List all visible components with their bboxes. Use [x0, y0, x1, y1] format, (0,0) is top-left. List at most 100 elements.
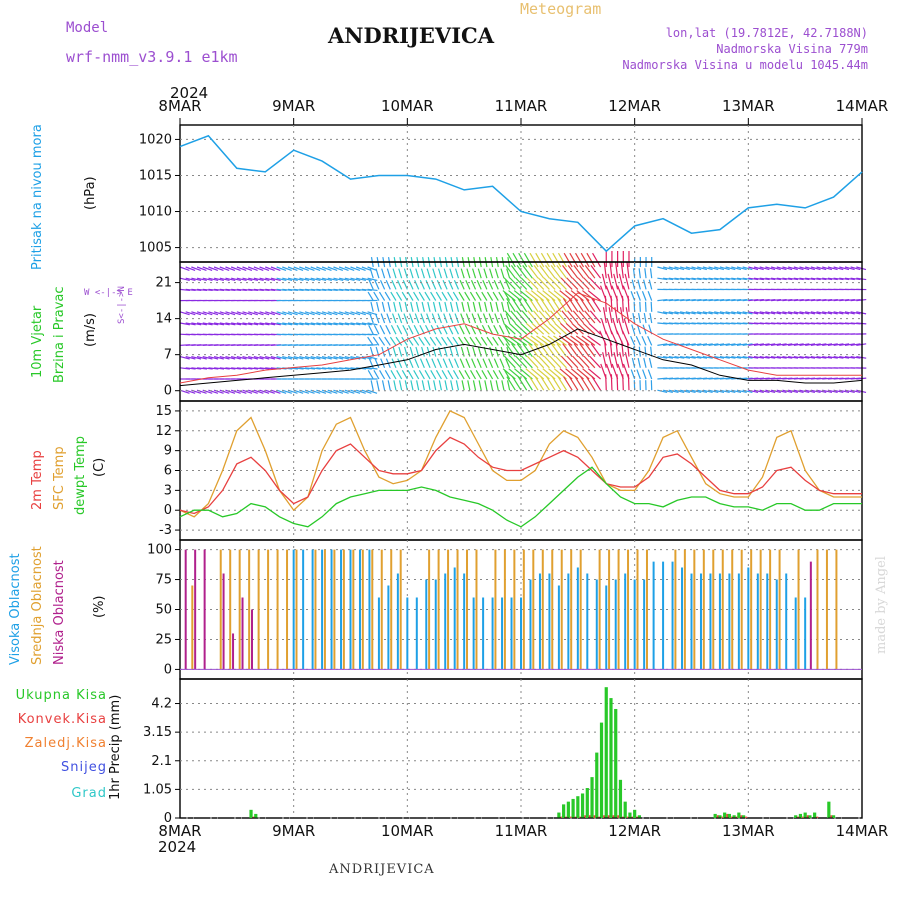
wind-vector: [567, 265, 579, 279]
wind-vector: [367, 322, 378, 326]
wind-vector: [344, 389, 355, 394]
wind-vector: [577, 355, 590, 369]
wind-vector: [185, 311, 196, 316]
wind-vector: [469, 336, 477, 346]
wind-vector: [444, 301, 448, 312]
wind-vector: [413, 291, 420, 301]
wind-vector: [419, 325, 425, 335]
wind-vector: [527, 265, 539, 279]
wind-vector: [435, 370, 442, 380]
wind-vector: [458, 370, 465, 380]
wind-vector: [668, 356, 679, 359]
wind-vector: [517, 298, 528, 313]
wind-vector: [449, 268, 454, 279]
wind-vector: [493, 325, 499, 335]
wind-vector: [293, 356, 304, 360]
wind-vector: [381, 301, 386, 312]
wind-vector: [590, 343, 602, 357]
wind-vector: [487, 370, 494, 380]
wind-vector: [270, 356, 281, 360]
bottom-time-tick-label: 8MAR: [158, 822, 201, 840]
wind-vector: [185, 266, 196, 271]
wind-vector: [753, 277, 765, 281]
wind-vector: [390, 325, 397, 335]
wind-vector: [367, 370, 374, 380]
tick-label-precip: 4.2: [151, 697, 172, 712]
wind-vector: [550, 310, 562, 324]
wind-vector: [668, 266, 679, 271]
precip-total-bar: [808, 815, 812, 818]
wind-vector: [613, 273, 619, 290]
precip-total-bar: [718, 815, 722, 818]
top-time-tick-label: 8MAR: [158, 97, 201, 115]
wind-vector: [753, 343, 764, 346]
wind-vector: [379, 370, 386, 380]
wind-vector: [398, 268, 403, 279]
wind-vector: [441, 336, 448, 346]
wind-vector: [387, 380, 391, 391]
precip-conv-bar: [574, 816, 577, 818]
wind-vector: [441, 370, 448, 380]
wind-vector: [270, 266, 281, 271]
wind-vector: [191, 266, 201, 271]
wind-vector: [339, 367, 350, 370]
wind-vector: [566, 355, 579, 369]
wind-vector: [504, 370, 511, 380]
precip-conv-bar: [716, 815, 719, 818]
precip-total-bar: [727, 813, 731, 818]
precip-conv-bar: [588, 815, 591, 818]
wind-vector: [844, 356, 855, 359]
wind-vector: [202, 277, 213, 282]
wind-vector: [610, 295, 613, 312]
wind-vector: [560, 322, 573, 335]
wind-vector: [467, 380, 471, 391]
wind-vector: [589, 277, 601, 290]
wind-vector: [719, 343, 730, 346]
precip-legend-conv: Konvek.Kisa: [17, 712, 107, 727]
wind-vector: [386, 346, 391, 357]
wind-vector: [850, 266, 861, 271]
wind-vector: [482, 358, 488, 369]
wind-vector: [506, 380, 511, 391]
wind-vector: [582, 322, 596, 335]
wind-vector: [506, 252, 516, 268]
wind-vector: [327, 277, 338, 282]
wind-vector: [265, 389, 275, 394]
wind-vector: [421, 346, 425, 357]
tick-label-precip: 0: [164, 811, 172, 826]
wind-vector: [506, 268, 511, 279]
wind-vector: [438, 301, 443, 312]
wind-vector: [630, 369, 636, 380]
wind-vector: [731, 343, 742, 346]
wind-vector: [208, 266, 219, 271]
tick-label-temp: 6: [164, 464, 172, 479]
wind-vector: [225, 266, 236, 271]
wind-vector: [225, 277, 236, 282]
precip-conv-bar: [569, 816, 572, 818]
precip-total-bar: [566, 801, 570, 818]
wind-vector: [822, 277, 833, 281]
wind-vector: [293, 322, 304, 326]
precip-total-bar: [723, 812, 727, 818]
wind-vector: [657, 277, 668, 281]
wind-vector: [719, 277, 730, 281]
precip-total-bar: [713, 813, 717, 818]
wind-vector: [644, 268, 647, 279]
wind-vector: [413, 325, 420, 335]
wind-vector: [562, 265, 573, 279]
wind-vector: [742, 266, 753, 271]
wind-vector: [395, 336, 403, 346]
wind-vector: [782, 266, 793, 271]
wind-vector: [236, 356, 247, 360]
wind-vector: [452, 336, 459, 346]
precip-total-bar: [614, 708, 618, 818]
wind-vector: [650, 301, 653, 312]
wind-vector: [293, 311, 304, 316]
wind-vector: [276, 311, 287, 316]
wind-vector: [478, 301, 482, 312]
wind-vector: [708, 266, 719, 271]
wind-vector: [787, 266, 798, 271]
wind-vector: [270, 311, 281, 316]
model-label: Model: [66, 20, 109, 36]
wind-vector: [588, 322, 601, 335]
